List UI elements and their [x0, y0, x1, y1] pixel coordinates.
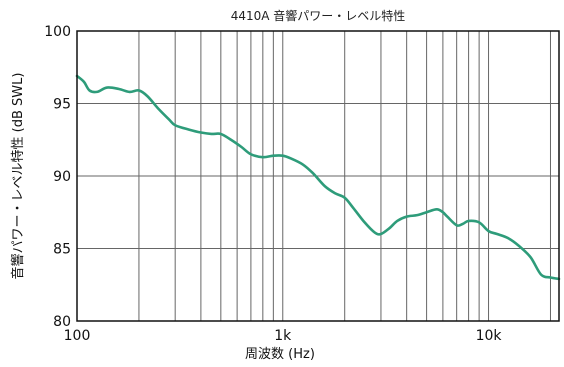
x-tick-label: 100 [64, 328, 91, 344]
x-tick-label: 1k [274, 328, 292, 344]
y-tick-label: 85 [53, 242, 71, 258]
y-tick-label: 95 [53, 97, 71, 113]
y-tick-label: 100 [44, 24, 71, 40]
y-tick-label: 90 [53, 169, 71, 185]
y-axis-label: 音響パワー・レベル特性 (dB SWL) [10, 73, 26, 280]
grid [77, 31, 559, 321]
x-tick-labels: 100 1k 10k [64, 328, 503, 344]
series-layer [75, 74, 561, 281]
y-tick-labels: 80 85 90 95 100 [44, 24, 71, 330]
x-axis-label: 周波数 (Hz) [245, 347, 315, 362]
x-tick-label: 10k [476, 328, 503, 344]
series-line [75, 74, 561, 281]
chart-title: 4410A 音響パワー・レベル特性 [231, 8, 406, 23]
y-tick-label: 80 [53, 314, 71, 330]
plot-frame [76, 30, 560, 322]
